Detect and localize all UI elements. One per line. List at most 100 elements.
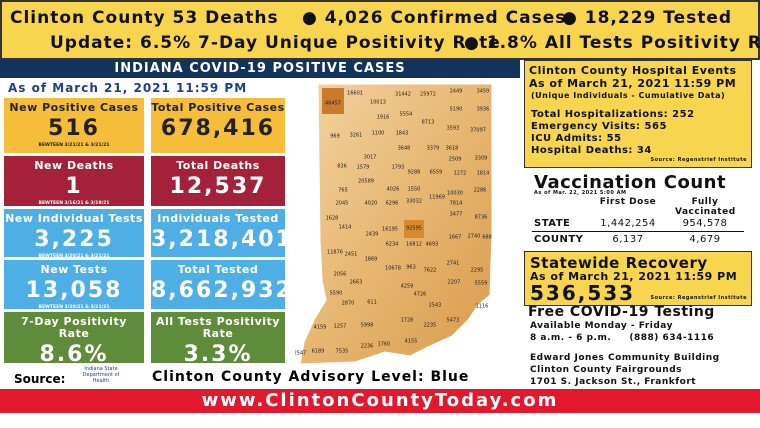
testing-title: Free COVID-19 Testing: [528, 304, 715, 320]
vaccination-value: 6,137: [612, 234, 644, 245]
testing-line: 8 a.m. - 6 p.m. (888) 634-1116: [530, 333, 715, 343]
testing-location: Clinton County Fairgrounds: [530, 365, 683, 375]
stat-value: 3.3%: [183, 342, 253, 367]
county-count: 2235: [424, 323, 437, 329]
hospital-stat: Hospital Deaths: 34: [531, 145, 652, 156]
county-count: 2236: [361, 344, 374, 350]
county-count: 31442: [395, 92, 411, 98]
county-count: 2543: [429, 303, 442, 309]
stat-value: 8.6%: [39, 342, 109, 367]
header-text: Clinton County 53 Deaths: [10, 8, 279, 28]
county-count: 1116: [476, 304, 489, 310]
county-count: 1628: [326, 216, 339, 222]
county-count: 8713: [422, 120, 435, 126]
stat-note: BEWTEEN 3/20/21 & 3/21/21: [38, 305, 110, 310]
header-text: Update: 6.5% 7-Day Unique Positivity Rat…: [50, 33, 501, 53]
recovery-title: Statewide Recovery: [530, 254, 708, 272]
stat-box: Total Positive Cases 678,416: [150, 97, 286, 154]
county-count: 4020: [365, 201, 378, 207]
stat-value: 678,416: [160, 116, 276, 141]
county-shape: [404, 220, 424, 238]
county-count: 5554: [400, 112, 413, 118]
county-count: 688: [482, 235, 492, 241]
stat-label: All Tests Positivity Rate: [156, 315, 280, 340]
stat-note: BEWTEEN 3/21/21 & 3/21/21: [38, 143, 110, 148]
stat-label: New Tests: [40, 263, 108, 276]
header-text: ● 4,026 Confirmed Cases: [302, 8, 567, 28]
county-count: 6296: [386, 201, 399, 207]
stat-note: BEWTEEN 3/16/21 & 3/19/21: [38, 201, 110, 206]
county-count: 6189: [312, 349, 325, 355]
county-count: 92595: [406, 226, 422, 232]
county-count: 33032: [406, 199, 422, 205]
county-count: 4026: [387, 187, 400, 193]
county-count: 2286: [474, 188, 487, 194]
stat-label: New Individual Tests: [5, 212, 143, 225]
county-count: 2449: [450, 89, 463, 95]
county-count: 2741: [447, 261, 460, 267]
county-count: 46457: [325, 101, 341, 107]
county-count: 4726: [414, 292, 427, 298]
advisory: Clinton County Advisory Level: Blue: [152, 369, 470, 385]
stat-value: 516: [48, 116, 100, 141]
county-count: 2547: [295, 351, 306, 357]
panel-title: INDIANA COVID-19 POSITIVE CASES: [0, 60, 520, 78]
stat-note: BEWTEEN 3/9/21 & 3/15/21: [40, 369, 108, 374]
county-count: 6559: [430, 170, 443, 176]
county-count: 16195: [382, 227, 398, 233]
stat-label: Total Deaths: [176, 159, 260, 172]
county-count: 10030: [447, 191, 463, 197]
county-count: 4159: [314, 325, 327, 331]
county-count: 3618: [446, 146, 459, 152]
county-count: 2870: [342, 301, 355, 307]
recovery-value: 536,533: [530, 281, 636, 305]
stat-value: 1: [65, 174, 83, 199]
testing-location: Edward Jones Community Building: [530, 353, 720, 363]
stat-label: New Deaths: [34, 159, 114, 172]
stat-box: New Tests 13,058 BEWTEEN 3/20/21 & 3/21/21: [3, 259, 145, 310]
stat-box: 7-Day Positivity Rate 8.6% BEWTEEN 3/9/21 …: [3, 311, 145, 374]
vaccination-value: 954,578: [682, 218, 728, 229]
county-count: 5559: [475, 281, 488, 287]
county-count: 1843: [396, 131, 409, 137]
stat-label: 7-Day Positivity Rate: [21, 315, 127, 340]
county-count: 1667: [449, 235, 462, 241]
county-count: 20589: [358, 179, 374, 185]
hospital-stat: Emergency Visits: 565: [531, 121, 667, 132]
header-text: ● 18,229 Tested: [562, 8, 733, 28]
vaccination-value: 4,679: [689, 234, 721, 245]
county-count: 4155: [405, 339, 418, 345]
vaccination-as-of: As of Mar. 22, 2021 5:00 AM: [534, 190, 627, 196]
recovery-as-of: As of March 21, 2021 11:59 PM: [530, 270, 738, 283]
county-count: 1550: [408, 187, 421, 193]
county-count: 25972: [420, 92, 436, 98]
county-count: 836: [337, 164, 347, 170]
county-count: 7814: [450, 201, 463, 207]
county-count: 1257: [334, 324, 347, 330]
county-count: 2295: [471, 268, 484, 274]
hospital-stat: Total Hospitalizations: 252: [531, 109, 695, 120]
county-count: 3017: [364, 155, 377, 161]
stat-box: New Deaths 1 BEWTEEN 3/16/21 & 3/19/21: [3, 155, 145, 207]
hospital-box: Clinton County Hospital Events As of Mar…: [524, 60, 752, 168]
vaccination-value: 1,442,254: [600, 218, 656, 229]
footer-url[interactable]: www.ClintonCountyToday.com: [0, 389, 760, 413]
testing-line: Available Monday - Friday: [530, 321, 673, 331]
county-count: 611: [367, 300, 377, 306]
stat-label: Total Positive Cases: [151, 101, 285, 114]
county-count: 5590: [330, 291, 343, 297]
county-count: 3459: [477, 89, 490, 95]
county-count: 4693: [426, 242, 439, 248]
vaccination-row-label: COUNTY: [534, 234, 584, 245]
hospital-stat: ICU Admits: 55: [531, 133, 622, 144]
county-count: 3379: [427, 146, 440, 152]
hospital-subtitle: (Unique Individuals - Cumulative Data): [531, 91, 726, 100]
testing-location: 1701 S. Jackson St., Frankfort: [530, 377, 697, 387]
stat-label: Individuals Tested: [157, 212, 279, 225]
county-count: 2207: [448, 280, 461, 286]
state-shape: [299, 83, 493, 365]
header-text: ● 1.8% All Tests Positivity Rate: [464, 33, 760, 53]
stat-label: Total Tested: [177, 263, 259, 276]
county-map: 46457 16601 10013 31442 25972 2449 3459 1916 555…: [295, 83, 493, 365]
county-count: 37097: [470, 128, 486, 134]
